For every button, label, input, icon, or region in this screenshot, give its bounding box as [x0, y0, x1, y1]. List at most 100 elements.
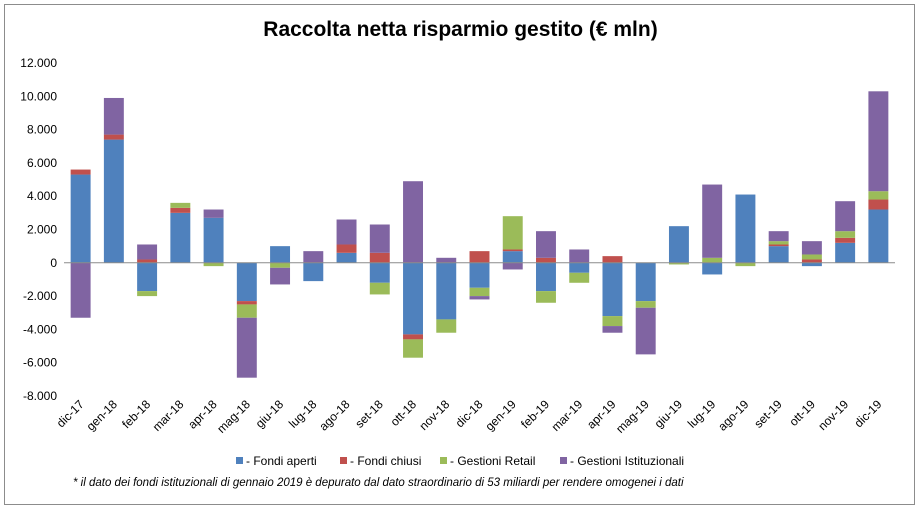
- x-tick-label: dic-18: [453, 397, 486, 430]
- x-tick-label: set-18: [352, 397, 386, 431]
- bar-segment: [702, 184, 723, 258]
- x-tick-label: mag-19: [613, 397, 652, 436]
- bar-segment: [203, 262, 224, 267]
- x-tick-label: mag-18: [214, 397, 253, 436]
- y-axis-ticks: -8.000 -6.000 -4.000 -2.000 0 2.000 4.000 6.000…: [20, 56, 57, 403]
- bar-segment: [702, 257, 723, 263]
- x-tick-label: nov-18: [417, 397, 453, 433]
- bar-segment: [801, 254, 822, 260]
- bar-segment: [436, 257, 457, 263]
- x-tick-label: giu-19: [652, 397, 686, 431]
- bar-segment: [103, 97, 124, 135]
- bar-segment: [768, 246, 789, 263]
- y-tick-label: 12.000: [20, 56, 57, 70]
- bar-segment: [868, 191, 889, 200]
- legend-label: - Gestioni Retail: [450, 454, 535, 468]
- bar-segment: [602, 262, 623, 317]
- bar-segment: [602, 326, 623, 333]
- x-tick-label: ott-18: [388, 397, 420, 429]
- y-tick-label: -6.000: [23, 356, 57, 370]
- bar-segment: [502, 251, 523, 263]
- bar-segment: [369, 252, 390, 263]
- y-tick-label: -8.000: [23, 389, 57, 403]
- bar-segment: [768, 241, 789, 245]
- bar-segment: [170, 212, 191, 263]
- x-tick-label: giu-18: [253, 397, 287, 431]
- bar-segment: [768, 244, 789, 247]
- x-tick-label: dic-17: [54, 397, 87, 430]
- x-tick-label: mar-18: [150, 397, 187, 434]
- legend-swatch: [440, 457, 447, 464]
- y-tick-label: -2.000: [23, 289, 57, 303]
- x-tick-label: ago-19: [715, 397, 752, 434]
- bar-segment: [469, 251, 490, 263]
- bar-segment: [137, 259, 158, 263]
- legend-label: - Fondi aperti: [246, 454, 317, 468]
- bar-segment: [569, 262, 590, 273]
- bar-segment: [569, 249, 590, 263]
- x-tick-label: ott-19: [786, 397, 818, 429]
- bar-segment: [270, 246, 291, 263]
- y-tick-label: 0: [50, 256, 57, 270]
- bar-segment: [70, 262, 91, 318]
- bar-segment: [536, 257, 556, 263]
- bar-segment: [137, 262, 158, 292]
- bar-segment: [801, 259, 822, 263]
- x-tick-label: feb-18: [119, 397, 153, 431]
- bar-segment: [137, 244, 158, 260]
- bar-segment: [635, 262, 656, 302]
- bar-segment: [103, 139, 124, 263]
- legend-label: - Gestioni Istituzionali: [570, 454, 684, 468]
- bar-segment: [602, 316, 623, 327]
- x-tick-label: gen-19: [483, 397, 520, 434]
- bar-segment: [536, 262, 556, 292]
- bar-segment: [436, 319, 457, 333]
- bar-segment: [203, 209, 224, 218]
- bar-segment: [635, 307, 656, 355]
- bar-segment: [868, 91, 889, 192]
- bar-segment: [868, 209, 889, 263]
- bar-segment: [236, 262, 257, 302]
- x-tick-label: nov-19: [815, 397, 851, 433]
- bar-segment: [70, 174, 91, 263]
- bar-segment: [469, 262, 490, 288]
- bar-segment: [336, 252, 357, 263]
- chart-title: Raccolta netta risparmio gestito (€ mln): [263, 18, 658, 41]
- legend-swatch: [560, 457, 567, 464]
- bar-segment: [502, 249, 523, 252]
- bar-segment: [236, 301, 257, 305]
- bar-segment: [801, 241, 822, 255]
- bar-segment: [403, 181, 423, 263]
- bar-segment: [436, 262, 457, 320]
- bar-segment: [835, 201, 856, 232]
- bar-segment: [702, 262, 723, 275]
- bar-segment: [835, 242, 856, 263]
- y-tick-label: 6.000: [27, 156, 57, 170]
- bar-segment: [369, 224, 390, 253]
- bar-segment: [303, 262, 324, 282]
- bar-segment: [403, 262, 423, 335]
- bar-segment: [735, 262, 756, 267]
- y-tick-label: 2.000: [27, 223, 57, 237]
- bar-series: [70, 91, 889, 378]
- legend: - Fondi aperti - Fondi chiusi - Gestioni R…: [236, 454, 684, 468]
- bar-segment: [170, 207, 191, 213]
- bar-segment: [635, 301, 656, 308]
- bar-segment: [103, 134, 124, 140]
- legend-label: - Fondi chiusi: [350, 454, 421, 468]
- bar-segment: [170, 202, 191, 208]
- x-tick-label: gen-18: [84, 397, 121, 434]
- bar-segment: [569, 272, 590, 283]
- bar-segment: [868, 199, 889, 210]
- y-tick-label: -4.000: [23, 322, 57, 336]
- bar-segment: [137, 291, 158, 297]
- x-tick-label: feb-19: [518, 397, 552, 431]
- bar-segment: [403, 339, 423, 358]
- x-tick-label: dic-19: [851, 397, 884, 430]
- chart-footnote: * il dato dei fondi istituzionali di gen…: [73, 477, 684, 489]
- bar-segment: [668, 226, 689, 263]
- bar-segment: [236, 317, 257, 378]
- bar-segment: [369, 262, 390, 283]
- x-tick-label: mar-19: [549, 397, 586, 434]
- bar-segment: [735, 194, 756, 263]
